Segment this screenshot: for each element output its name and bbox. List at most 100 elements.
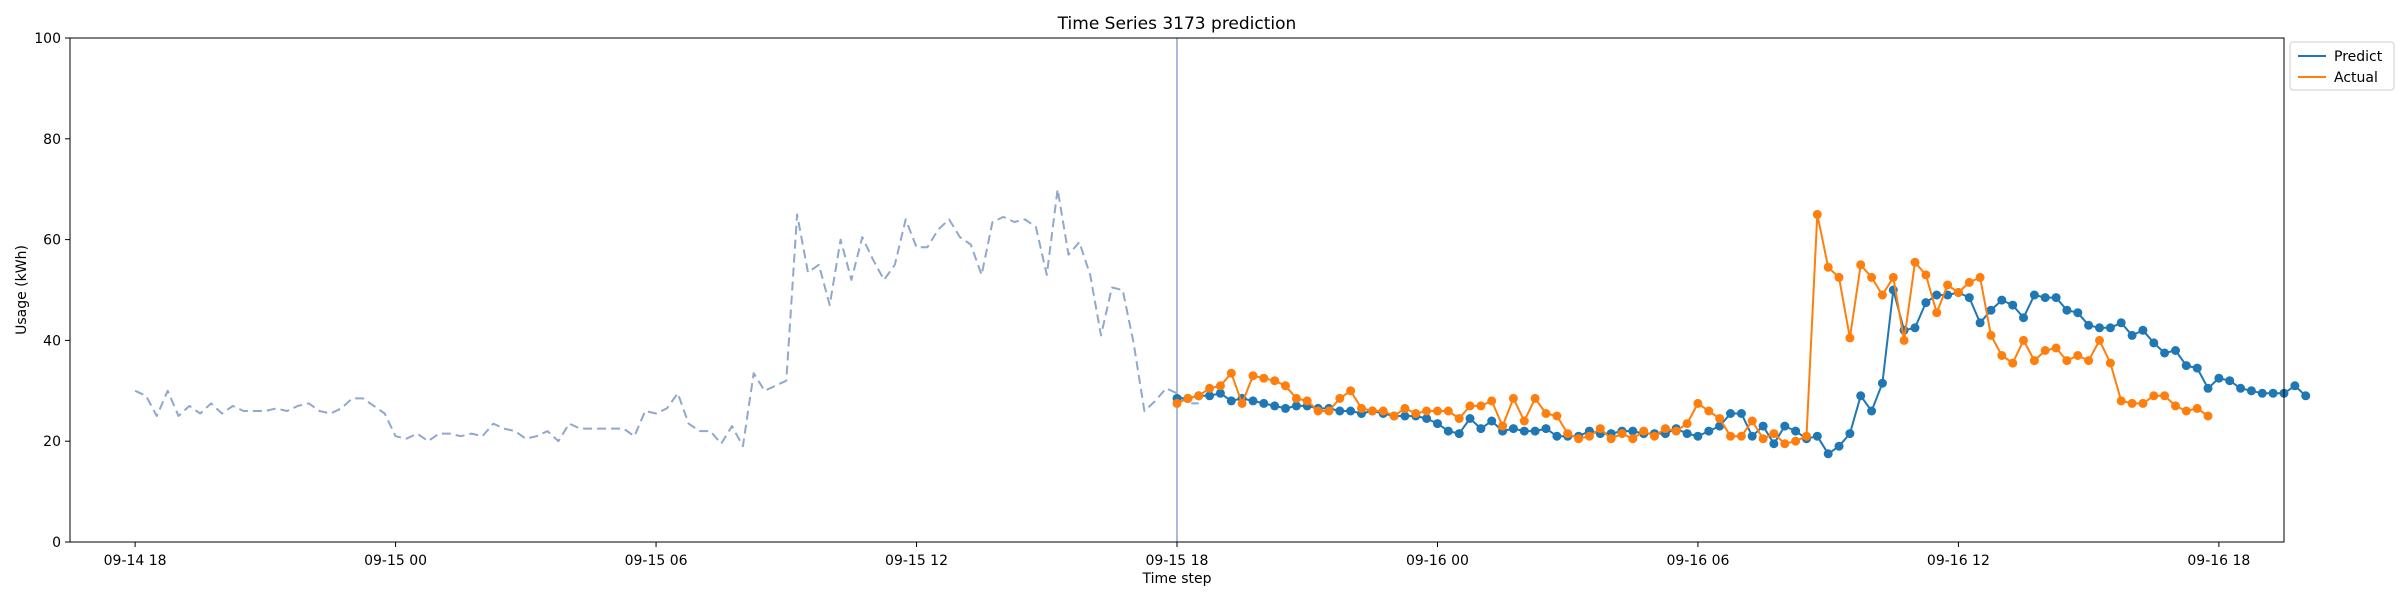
actual-point [1997, 351, 2007, 360]
actual-point [1867, 272, 1877, 282]
actual-point [1454, 414, 1464, 423]
predict-point [1693, 431, 1703, 441]
predict-point [1921, 298, 1931, 308]
predict-point [1704, 426, 1714, 436]
actual-point [1302, 396, 1312, 406]
predict-point [2127, 330, 2137, 340]
actual-point [1617, 429, 1627, 439]
predict-point [1487, 416, 1497, 426]
actual-point [1237, 398, 1247, 408]
predict-point [1867, 406, 1877, 416]
predict-point [1747, 431, 1757, 441]
actual-point [1932, 308, 1942, 318]
predict-point [2062, 305, 2072, 315]
actual-point [1498, 421, 1508, 431]
actual-point [1888, 272, 1898, 282]
y-tick-label: 60 [43, 233, 61, 249]
actual-point [1693, 398, 1703, 408]
y-axis: 0 20 40 60 80 100 [34, 31, 70, 551]
actual-point [2051, 343, 2061, 353]
actual-point [1519, 416, 1529, 426]
predict-point [1726, 409, 1735, 418]
y-axis-label: Usage (kWh) [14, 245, 30, 335]
actual-point [1802, 431, 1811, 441]
actual-point [1552, 411, 1562, 421]
predict-point [2203, 383, 2213, 393]
predict-point [1986, 305, 1996, 315]
actual-point [1726, 431, 1735, 441]
predict-point [1682, 429, 1692, 439]
predict-point [1530, 426, 1540, 436]
predict-point [2160, 348, 2170, 358]
predict-point [2116, 318, 2126, 328]
actual-point [1194, 391, 1204, 401]
predict-point [1465, 414, 1475, 423]
actual-point [1433, 406, 1442, 416]
predict-point [2008, 300, 2018, 310]
y-tick-label: 80 [43, 132, 61, 148]
actual-point [1476, 401, 1486, 411]
predict-point [1877, 378, 1887, 388]
predict-point [1226, 396, 1236, 406]
predict-point [1791, 426, 1801, 436]
actual-point [1574, 434, 1584, 444]
predict-point [1780, 421, 1790, 431]
actual-point [1921, 270, 1931, 280]
actual-point [1964, 277, 1974, 287]
predict-point [2149, 338, 2159, 348]
predict-point [1422, 414, 1432, 423]
actual-point [2062, 356, 2072, 366]
predict-point [1856, 391, 1866, 401]
predict-point [1552, 431, 1562, 441]
actual-point [1313, 406, 1323, 416]
actual-point [1335, 393, 1345, 403]
actual-point [1367, 406, 1377, 416]
predict-point [2138, 325, 2148, 335]
chart-title: Time Series 3173 prediction [1057, 14, 1297, 34]
predict-point [2290, 381, 2300, 391]
actual-point [1378, 406, 1388, 416]
legend: Predict Actual [2289, 41, 2395, 91]
predict-point [1812, 431, 1822, 441]
predict-point [1270, 401, 1280, 411]
actual-point [1205, 383, 1215, 393]
actual-point [1715, 414, 1725, 423]
actual-point [1281, 381, 1290, 391]
actual-point [1704, 406, 1714, 416]
x-tick-label: 09-15 06 [625, 553, 688, 569]
actual-point [1899, 335, 1909, 345]
actual-point [2095, 335, 2104, 345]
actual-point [1443, 406, 1453, 416]
actual-point [1259, 373, 1269, 383]
actual-point [2171, 401, 2180, 411]
predict-point [1997, 295, 2007, 305]
predict-point [1834, 441, 1844, 451]
x-axis-label: Time step [1142, 571, 1212, 587]
actual-point [1508, 393, 1518, 403]
predict-point [1433, 419, 1442, 429]
actual-point [1650, 431, 1659, 441]
y-tick-label: 20 [43, 434, 61, 450]
actual-point [2116, 396, 2126, 406]
actual-point [1736, 431, 1746, 441]
actual-point [1530, 393, 1540, 403]
actual-point [1584, 431, 1594, 441]
actual-point [2029, 356, 2039, 366]
actual-point [1183, 393, 1193, 403]
predict-point [1964, 293, 1974, 303]
actual-point [1411, 409, 1421, 418]
actual-point [1215, 381, 1225, 391]
actual-point [1877, 290, 1887, 300]
actual-point [2192, 403, 2202, 413]
predict-point [1823, 449, 1833, 459]
predict-point [2214, 373, 2224, 383]
predict-point [1519, 426, 1529, 436]
actual-point [1823, 262, 1833, 272]
predict-point [1248, 396, 1258, 406]
predict-point [1476, 424, 1486, 434]
predict-point [2073, 308, 2083, 318]
actual-point [2160, 391, 2170, 401]
predict-point [2301, 391, 2311, 401]
actual-point [1856, 260, 1866, 270]
